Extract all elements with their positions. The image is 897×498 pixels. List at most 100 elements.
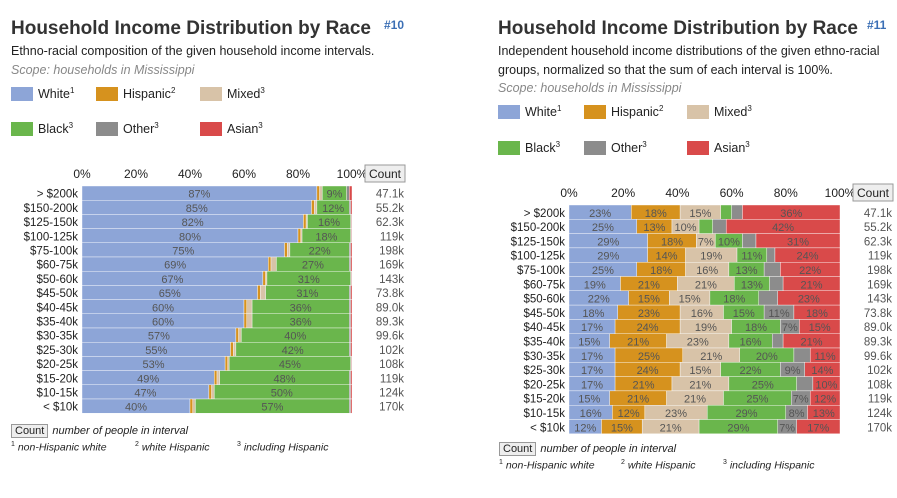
footnote-text: white Hispanic [141, 441, 210, 454]
data-label: 18% [645, 208, 667, 220]
data-label: 22% [309, 246, 331, 258]
count-value: 170k [379, 402, 404, 414]
legend-label: Black [38, 122, 69, 137]
data-label: 19% [700, 251, 722, 263]
bar-asian [350, 398, 353, 414]
category-label: $40-45k [36, 302, 78, 314]
data-label: 80% [179, 231, 201, 243]
data-label: 14% [656, 251, 678, 263]
data-label: 16% [580, 408, 602, 420]
footnote-including: 3 including Hispanic [723, 459, 814, 472]
data-label: 23% [589, 208, 611, 220]
data-label: 11% [768, 308, 789, 320]
legend-sup: 3 [555, 140, 561, 149]
category-label: $50-60k [523, 294, 565, 306]
x-tick-label: 60% [720, 186, 744, 200]
legend-sup: 3 [68, 121, 74, 130]
count-header: Count [857, 186, 890, 200]
legend-item-hispanic: Hispanic2 [584, 104, 663, 120]
legend-item-other: Other3 [584, 140, 647, 156]
legend-label: Mixed [714, 105, 748, 120]
bar-asian [350, 256, 353, 272]
x-tick-label: 20% [611, 186, 635, 200]
bar-mixed [265, 270, 268, 286]
data-label: 29% [735, 408, 757, 420]
legend-sup: 3 [747, 104, 752, 113]
count-value: 124k [379, 388, 404, 400]
x-tick-label: 60% [232, 167, 256, 181]
bar-mixed [305, 214, 308, 229]
bar-other [796, 376, 814, 392]
category-label: $40-45k [523, 322, 565, 334]
data-label: 29% [597, 236, 619, 248]
count-value: 102k [379, 345, 404, 357]
chart-number: #11 [867, 18, 887, 32]
bar-asian [350, 299, 353, 315]
category-label: $75-100k [517, 265, 565, 277]
data-label: 18% [745, 322, 767, 334]
data-label: 10% [815, 379, 837, 391]
bar-other [758, 290, 778, 306]
data-label: 13% [735, 265, 757, 277]
x-tick-label: 100% [825, 186, 856, 200]
data-label: 16% [740, 337, 762, 349]
legend-sup: 3 [260, 86, 265, 95]
legend-swatch [687, 105, 709, 120]
data-label: 12% [574, 422, 596, 434]
legend-item-white: White1 [11, 86, 74, 102]
bar-black [698, 219, 713, 234]
category-label: < $10k [530, 422, 565, 434]
data-label: 69% [164, 260, 186, 272]
data-label: 15% [578, 394, 600, 406]
count-value: 108k [379, 359, 404, 371]
category-label: $125-150k [24, 217, 79, 229]
footnote-white: 1 non-Hispanic white [499, 459, 595, 472]
count-note-text: number of people in interval [52, 425, 189, 437]
count-value: 119k [868, 394, 892, 406]
data-label: 16% [318, 217, 340, 229]
bar-hispanic [284, 242, 288, 258]
data-label: 55% [145, 345, 167, 357]
data-label: 47% [134, 388, 156, 400]
bar-hispanic [243, 313, 247, 329]
data-label: 67% [161, 274, 183, 286]
data-label: 65% [159, 288, 181, 300]
data-label: 22% [588, 294, 610, 306]
legend-swatch [200, 122, 222, 137]
x-tick-label: 80% [286, 167, 310, 181]
category-label: $10-15k [523, 408, 565, 420]
legend-sup: 1 [556, 104, 562, 113]
data-label: 31% [296, 288, 318, 300]
chart-left: 0% 20% 40% 60% 80% 100% Count > $200k 87% 9% 47.1k… [24, 164, 406, 414]
legend-item-black: Black3 [11, 121, 73, 137]
legend-swatch [584, 141, 606, 156]
data-label: 27% [302, 260, 324, 272]
footnote-sup: 3 [723, 459, 727, 466]
bar-mixed [287, 242, 291, 258]
count-value: 89.0k [376, 302, 404, 314]
chart-right: 0% 20% 40% 60% 80% 100% Count > $200k 23% 18% 15% 3… [511, 183, 894, 435]
legend-item-mixed: Mixed3 [200, 86, 265, 102]
legend-label: Other [611, 141, 643, 156]
bar-other [793, 347, 811, 363]
bar-mixed [216, 370, 220, 386]
data-label: 13% [813, 408, 835, 420]
bar-hispanic [257, 285, 261, 300]
data-label: 60% [152, 317, 174, 329]
data-label: 23% [687, 337, 709, 349]
footnote-including: 3 including Hispanic [237, 441, 328, 454]
data-label: 12% [618, 408, 640, 420]
bar-hispanic [297, 228, 301, 243]
bar-other [766, 247, 776, 263]
category-label: $60-75k [36, 260, 78, 272]
data-label: 16% [691, 308, 713, 320]
data-label: 21% [627, 394, 649, 406]
count-value: 108k [867, 379, 892, 391]
bar-mixed [238, 327, 242, 343]
bar-hispanic [243, 299, 247, 315]
bar-other [349, 242, 351, 258]
data-label: 57% [148, 331, 170, 343]
bar-asian [796, 419, 841, 435]
category-label: $35-40k [523, 337, 565, 349]
chart-number: #10 [384, 18, 405, 32]
